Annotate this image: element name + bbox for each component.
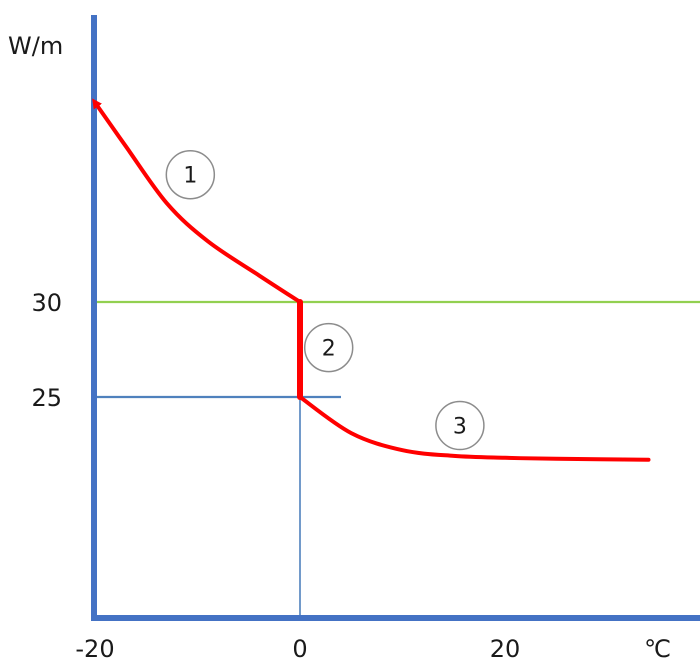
segment-marker-circle: [165, 149, 216, 200]
curve-segment-1: [92, 98, 302, 304]
y-tick-label: 30: [31, 289, 62, 317]
segment-labels: 1 2 3: [165, 149, 485, 451]
segment-marker-circle: [435, 400, 485, 451]
series: [92, 98, 651, 462]
tick-labels: -20 0 20 30 25: [31, 289, 520, 663]
x-tick-label: 0: [292, 635, 307, 663]
x-tick-label: 20: [490, 635, 521, 663]
axes: [91, 15, 700, 621]
curve-segment-3: [298, 395, 651, 462]
x-axis-unit-label: ℃: [644, 635, 671, 663]
x-tick-label: -20: [75, 635, 114, 663]
segment-marker-3: 3: [435, 400, 485, 451]
segment-marker-label: 1: [183, 164, 197, 189]
y-tick-label: 25: [31, 384, 62, 412]
segment-marker-1: 1: [165, 149, 216, 200]
segment-marker-label: 2: [322, 337, 336, 362]
segment-marker-2: 2: [303, 322, 354, 373]
segment-marker-circle: [303, 322, 354, 373]
y-axis-unit-label: W/m: [8, 32, 63, 60]
segment-marker-label: 3: [453, 415, 467, 440]
